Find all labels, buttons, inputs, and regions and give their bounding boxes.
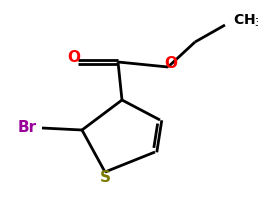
Text: S: S — [100, 169, 110, 185]
Text: O: O — [165, 55, 178, 70]
Text: Br: Br — [18, 120, 37, 134]
Text: O: O — [68, 50, 80, 66]
Text: CH$_3$: CH$_3$ — [233, 13, 258, 29]
